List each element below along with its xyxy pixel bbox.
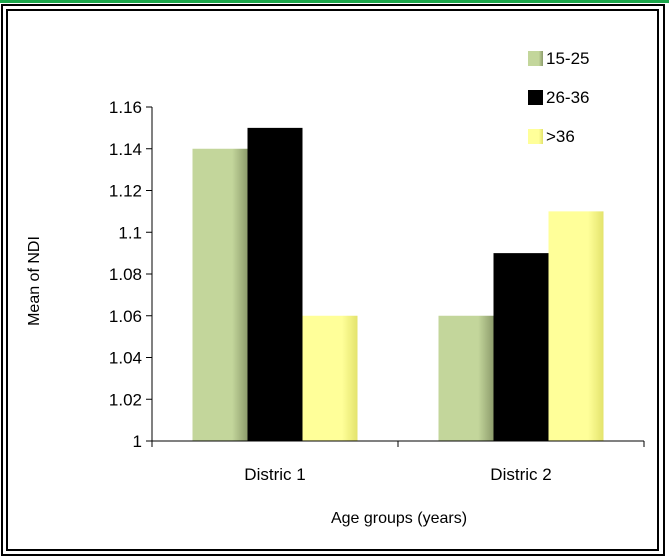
top-accent-line (0, 0, 669, 3)
legend: 15-25 26-36 >36 (528, 49, 589, 146)
y-tick-label: 1.08 (109, 265, 142, 284)
bar-1525-distric-1 (192, 148, 248, 441)
outer-frame (1, 4, 665, 556)
legend-label: 26-36 (546, 88, 589, 107)
y-tick-label: 1.1 (118, 223, 142, 242)
y-axis-title: Mean of NDI (26, 236, 43, 326)
bar-2636-distric-1 (247, 127, 303, 441)
legend-swatch (528, 51, 543, 66)
inner-frame (6, 9, 659, 551)
x-axis-title: Age groups (years) (331, 510, 467, 527)
y-tick-label: 1.16 (109, 98, 142, 117)
y-tick-label: 1.12 (109, 182, 142, 201)
legend-swatch (528, 129, 543, 144)
bar-2636-distric-2 (493, 253, 549, 441)
legend-swatch (528, 90, 543, 105)
y-tick-label: 1.04 (109, 349, 142, 368)
y-tick-label: 1.06 (109, 307, 142, 326)
x-tick-label: Distric 2 (490, 465, 551, 484)
y-tick-label: 1.02 (109, 390, 142, 409)
bar-1525-distric-2 (438, 315, 494, 441)
bar-36-distric-1 (302, 315, 358, 441)
legend-label: 15-25 (546, 49, 589, 68)
y-tick-label: 1.14 (109, 140, 142, 159)
bars-layer (192, 127, 604, 441)
x-tick-label: Distric 1 (244, 465, 305, 484)
bar-36-distric-2 (548, 211, 604, 441)
axes-layer: Distric 1 Distric 2 1 1.02 1.04 1.06 1.08 1.1 1.… (109, 98, 645, 484)
y-tick-label: 1 (133, 432, 142, 451)
legend-label: >36 (546, 127, 575, 146)
